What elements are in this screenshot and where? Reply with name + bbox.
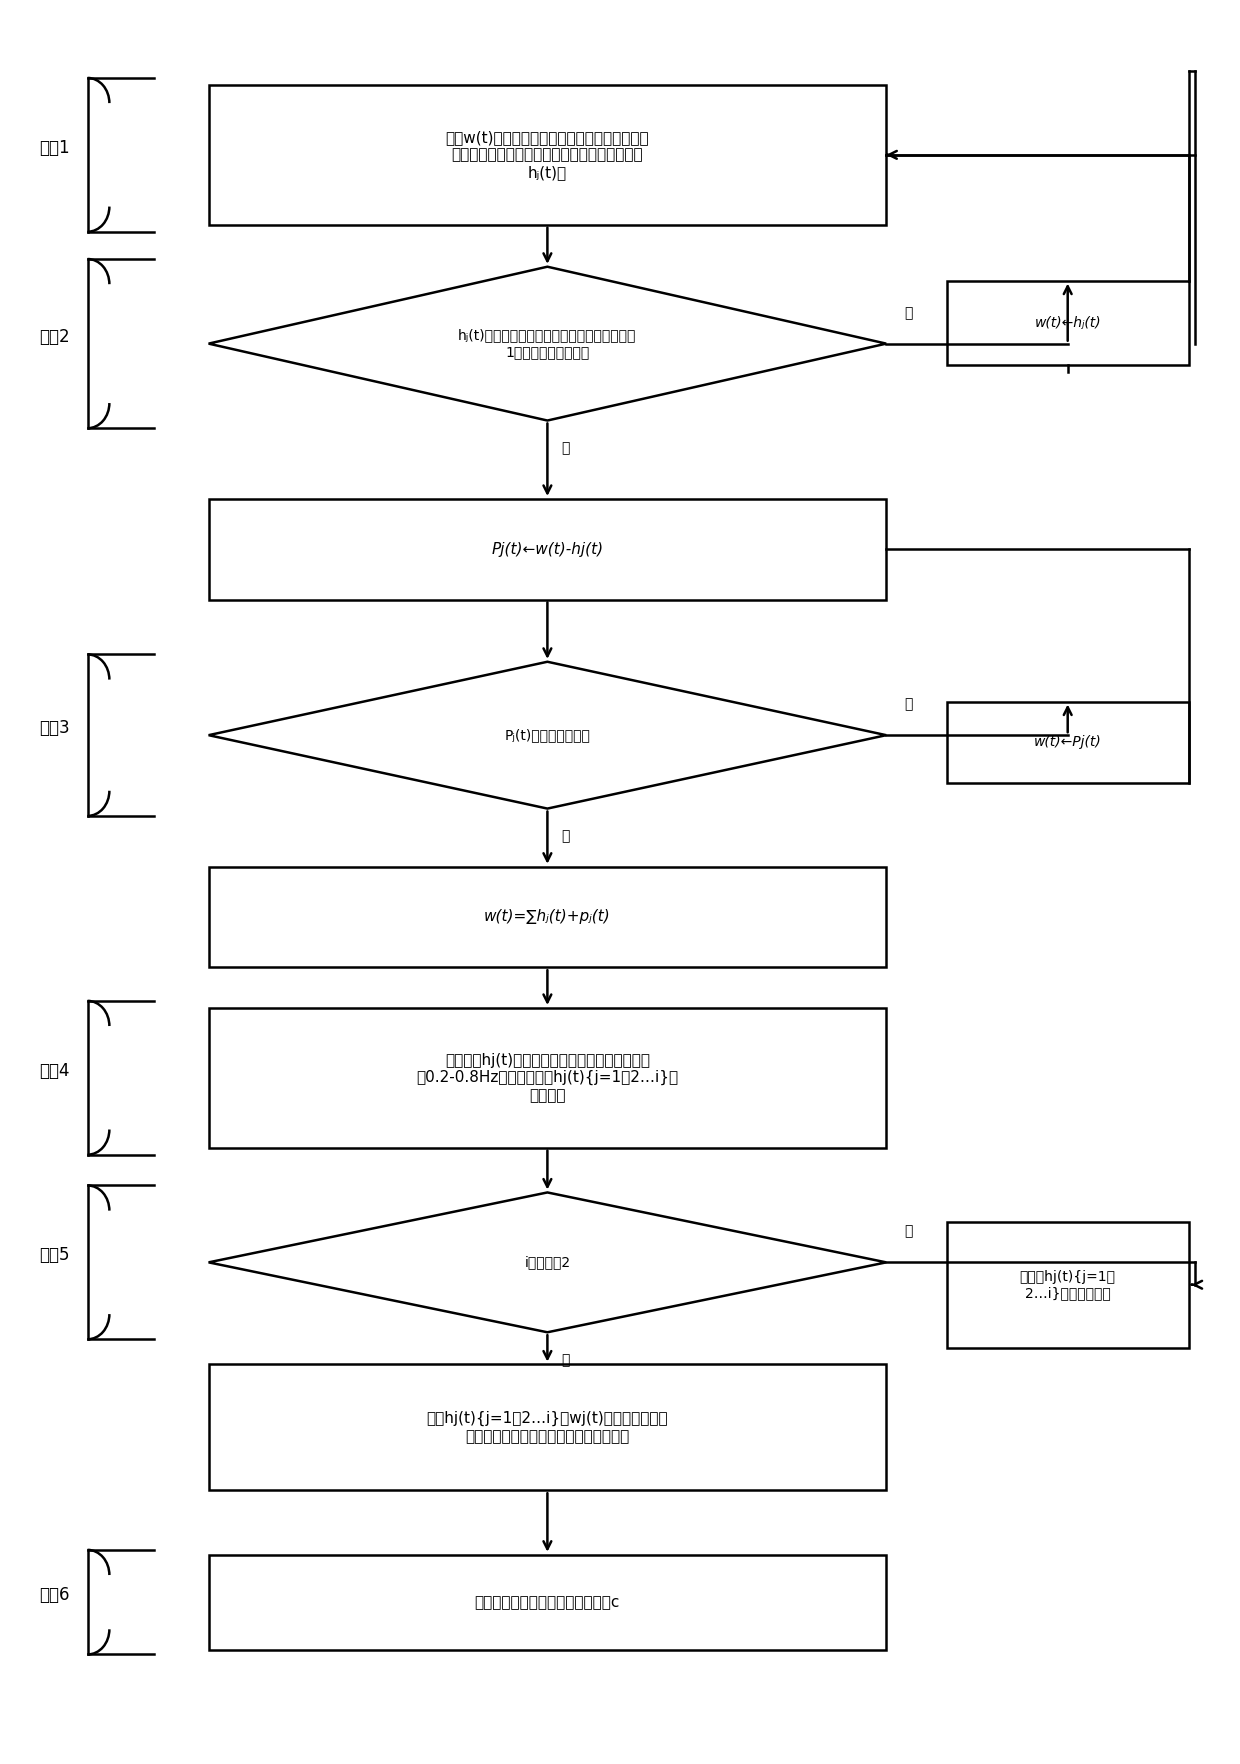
- Text: w(t)←hⱼ(t): w(t)←hⱼ(t): [1034, 316, 1101, 330]
- Polygon shape: [208, 662, 887, 808]
- Bar: [208, 1007, 887, 1148]
- Text: 是: 是: [562, 1353, 569, 1367]
- Text: 步骤5: 步骤5: [40, 1247, 69, 1265]
- Text: 步骤4: 步骤4: [40, 1062, 69, 1080]
- Text: 步骤1: 步骤1: [40, 139, 69, 157]
- Bar: [208, 866, 887, 967]
- Text: 步骤3: 步骤3: [40, 720, 69, 737]
- Text: 步骤2: 步骤2: [40, 328, 69, 346]
- Text: Pⱼ(t)是否为单调函数: Pⱼ(t)是否为单调函数: [505, 729, 590, 743]
- Text: 计算hj(t){j=1、2…i}与wj(t)的相关系数，挑
选相关系数最大的两个分量重构呼吸信号: 计算hj(t){j=1、2…i}与wj(t)的相关系数，挑 选相关系数最大的两个…: [427, 1411, 668, 1443]
- Bar: [208, 499, 887, 600]
- Polygon shape: [208, 1192, 887, 1332]
- Text: 所有的hj(t){j=1、
2…i}重构呼吸信号: 所有的hj(t){j=1、 2…i}重构呼吸信号: [1019, 1270, 1116, 1300]
- Bar: [946, 280, 1189, 365]
- Text: w(t)←Pj(t): w(t)←Pj(t): [1034, 736, 1101, 750]
- Bar: [208, 85, 887, 224]
- Text: 步骤6: 步骤6: [40, 1586, 69, 1603]
- Text: w(t)=∑hⱼ(t)+pⱼ(t): w(t)=∑hⱼ(t)+pⱼ(t): [484, 910, 611, 924]
- Text: hⱼ(t)的极大值点和零点个数相差是否小于等于
1，包络均值是否为零: hⱼ(t)的极大值点和零点个数相差是否小于等于 1，包络均值是否为零: [459, 328, 636, 358]
- Bar: [946, 1222, 1189, 1348]
- Text: 否: 否: [904, 697, 913, 711]
- Text: 对所有的hj(t)进行频谱估算，并将其中频谱峰值
在0.2-0.8Hz内的频率分量hj(t){j=1、2…i}挑
选出来。: 对所有的hj(t)进行频谱估算，并将其中频谱峰值 在0.2-0.8Hz内的频率分…: [417, 1053, 678, 1102]
- Polygon shape: [208, 266, 887, 420]
- Bar: [208, 1364, 887, 1491]
- Text: i是否大于2: i是否大于2: [525, 1256, 570, 1270]
- Text: 否: 否: [904, 305, 913, 319]
- Text: 是: 是: [562, 829, 569, 843]
- Bar: [946, 702, 1189, 783]
- Bar: [208, 1554, 887, 1649]
- Text: Pj(t)←w(t)-hj(t): Pj(t)←w(t)-hj(t): [491, 542, 604, 557]
- Text: 计算呼吸信号频率，确定延迟单位c: 计算呼吸信号频率，确定延迟单位c: [475, 1595, 620, 1611]
- Text: 找到w(t)的所有极大值和极小值，拟合出上、下
包络线，并求出包络均值，用减大包络均值得到
hⱼ(t)。: 找到w(t)的所有极大值和极小值，拟合出上、下 包络线，并求出包络均值，用减大包…: [445, 131, 650, 180]
- Text: 足: 足: [562, 441, 569, 455]
- Text: 否: 否: [904, 1224, 913, 1238]
